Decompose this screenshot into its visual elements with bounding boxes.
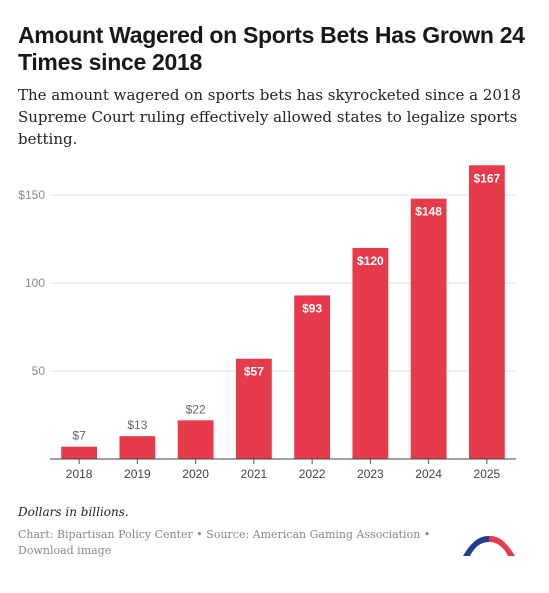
bar-chart: 50 100 $150 $7 2018 $13 2019 $22 2020 $57 2021 $93 2… [18,165,516,481]
x-tick-label: 2018 [66,467,93,481]
bar [294,295,331,459]
data-label: $22 [186,402,206,416]
data-label: $57 [244,365,264,379]
bar [468,165,505,459]
source-credit: Source: American Gaming Association [206,528,421,541]
footer-separator-2: • [420,528,431,541]
x-tick-label: 2023 [357,467,384,481]
y-tick-label: 50 [32,364,46,378]
data-label: $93 [302,301,322,315]
chart-title: Amount Wagered on Sports Bets Has Grown … [18,22,525,75]
units-note: Dollars in billions. [18,505,129,519]
bar [410,198,447,459]
chart-footer: Chart: Bipartisan Policy Center • Source… [18,527,448,559]
x-tick-label: 2022 [299,467,326,481]
data-label: $167 [474,171,501,185]
bar [119,436,156,459]
download-image-link[interactable]: Download image [18,544,112,557]
x-tick-label: 2021 [241,467,268,481]
bar [61,446,98,459]
x-tick-label: 2019 [124,467,151,481]
x-tick-label: 2025 [474,467,501,481]
y-tick-label: 100 [25,276,45,290]
data-label: $120 [357,254,384,268]
y-tick-label: $150 [18,188,45,202]
x-tick-label: 2020 [182,467,209,481]
data-label: $148 [415,205,442,219]
data-label: $13 [127,418,147,432]
footer-separator: • [192,528,207,541]
bar [235,358,272,459]
bar [177,420,214,459]
chart-header: Amount Wagered on Sports Bets Has Grown … [18,22,533,150]
bar [352,247,389,459]
chart-credit: Chart: Bipartisan Policy Center [18,528,193,541]
chart-subtitle: The amount wagered on sports bets has sk… [18,86,521,148]
data-label: $7 [72,429,86,443]
x-tick-label: 2024 [415,467,442,481]
bpc-logo-icon [463,535,515,556]
